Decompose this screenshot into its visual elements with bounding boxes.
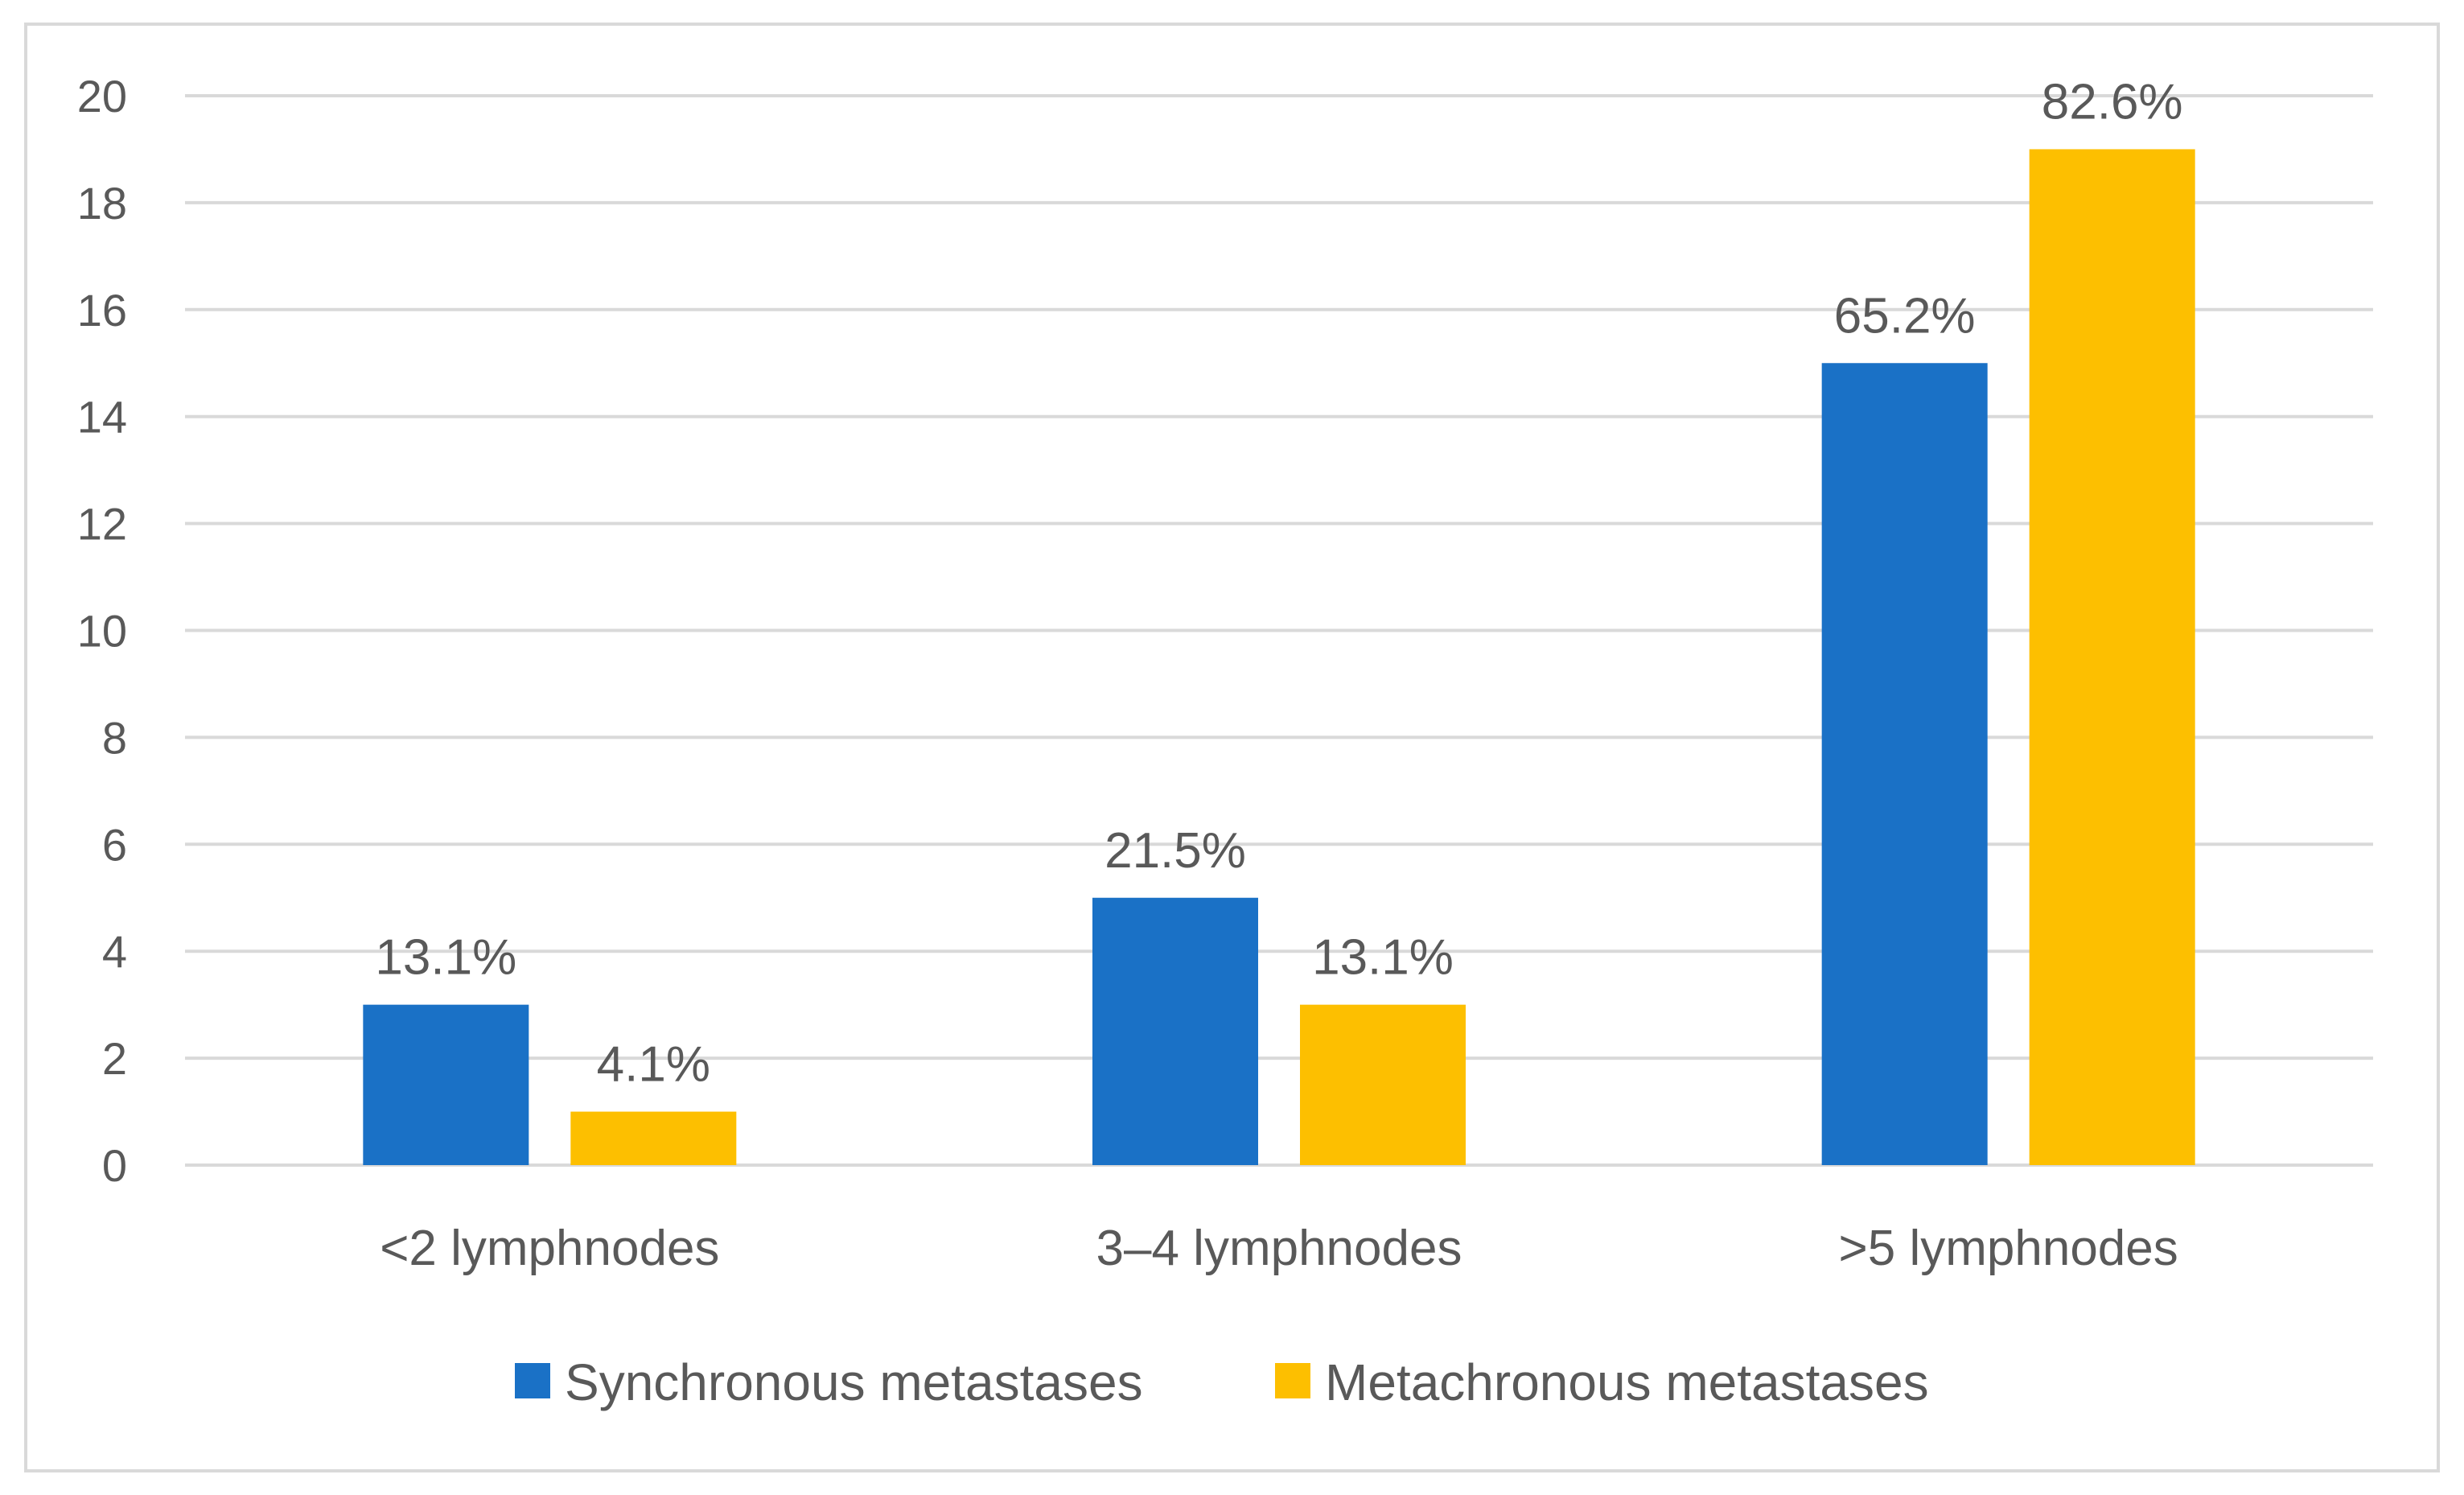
bar-synchronous-0 bbox=[363, 1004, 529, 1165]
y-tick-label: 0 bbox=[102, 1140, 127, 1191]
y-tick-label: 8 bbox=[102, 712, 127, 763]
legend-swatch-metachronous bbox=[1275, 1363, 1310, 1398]
data-label: 21.5% bbox=[1104, 823, 1246, 879]
legend-label-metachronous: Metachronous metastases bbox=[1325, 1353, 1929, 1411]
bar-synchronous-2 bbox=[1821, 363, 1988, 1165]
y-tick-label: 18 bbox=[77, 178, 127, 229]
y-tick-label: 2 bbox=[102, 1033, 127, 1084]
y-tick-label: 14 bbox=[77, 392, 127, 443]
bars bbox=[363, 149, 2195, 1166]
data-label: 13.1% bbox=[375, 930, 516, 986]
legend-swatch-synchronous bbox=[515, 1363, 550, 1398]
y-tick-label: 6 bbox=[102, 819, 127, 870]
data-label: 13.1% bbox=[1312, 930, 1454, 986]
gridlines bbox=[185, 94, 2373, 1167]
legend-label-synchronous: Synchronous metastases bbox=[565, 1353, 1143, 1411]
data-label: 65.2% bbox=[1834, 288, 1976, 344]
y-tick-label: 4 bbox=[102, 926, 127, 977]
data-label: 82.6% bbox=[2042, 74, 2183, 130]
bar-metachronous-1 bbox=[1300, 1004, 1466, 1165]
x-category-label: <2 lymphnodes bbox=[380, 1221, 719, 1276]
x-axis-category-labels: <2 lymphnodes 3–4 lymphnodes >5 lymphnodes bbox=[380, 1221, 2178, 1276]
y-tick-label: 20 bbox=[77, 71, 127, 121]
y-axis-tick-labels: 0 2 4 6 8 10 12 14 16 18 20 bbox=[77, 71, 127, 1191]
bar-metachronous-0 bbox=[570, 1111, 737, 1165]
x-category-label: 3–4 lymphnodes bbox=[1096, 1221, 1462, 1276]
x-category-label: >5 lymphnodes bbox=[1839, 1221, 2178, 1276]
y-tick-label: 16 bbox=[77, 285, 127, 336]
y-tick-label: 10 bbox=[77, 606, 127, 657]
y-tick-label: 12 bbox=[77, 499, 127, 550]
bar-synchronous-1 bbox=[1092, 897, 1258, 1165]
bar-metachronous-2 bbox=[2029, 149, 2195, 1166]
data-labels: 13.1% 4.1% 21.5% 13.1% 65.2% 82.6% bbox=[375, 74, 2182, 1092]
legend: Synchronous metastases Metachronous metas… bbox=[515, 1353, 1929, 1411]
data-label: 4.1% bbox=[597, 1037, 710, 1093]
